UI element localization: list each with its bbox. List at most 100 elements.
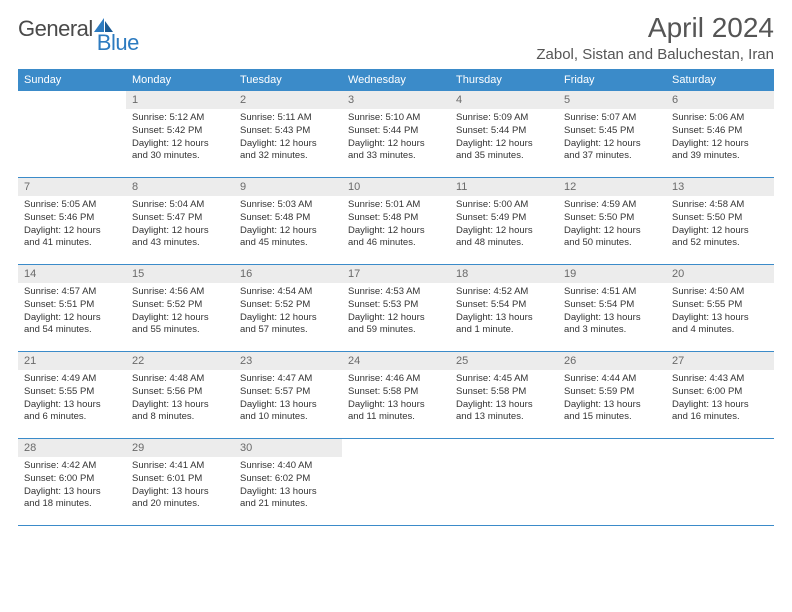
day-number: 30: [234, 439, 342, 457]
day-cell: 6Sunrise: 5:06 AMSunset: 5:46 PMDaylight…: [666, 91, 774, 177]
day-cell: 11Sunrise: 5:00 AMSunset: 5:49 PMDayligh…: [450, 178, 558, 264]
day-cell: 19Sunrise: 4:51 AMSunset: 5:54 PMDayligh…: [558, 265, 666, 351]
day-text: Sunrise: 5:00 AMSunset: 5:49 PMDaylight:…: [450, 196, 558, 254]
day-cell: 22Sunrise: 4:48 AMSunset: 5:56 PMDayligh…: [126, 352, 234, 438]
day-cell: 14Sunrise: 4:57 AMSunset: 5:51 PMDayligh…: [18, 265, 126, 351]
day-text: Sunrise: 4:40 AMSunset: 6:02 PMDaylight:…: [234, 457, 342, 515]
day-number: 4: [450, 91, 558, 109]
day-number: 5: [558, 91, 666, 109]
day-header: Sunday: [18, 69, 126, 91]
day-number: 16: [234, 265, 342, 283]
calendar: SundayMondayTuesdayWednesdayThursdayFrid…: [18, 69, 774, 526]
logo-text-1: General: [18, 16, 93, 42]
day-cell: 2Sunrise: 5:11 AMSunset: 5:43 PMDaylight…: [234, 91, 342, 177]
day-cell: 5Sunrise: 5:07 AMSunset: 5:45 PMDaylight…: [558, 91, 666, 177]
day-cell: 3Sunrise: 5:10 AMSunset: 5:44 PMDaylight…: [342, 91, 450, 177]
header: General Blue April 2024 Zabol, Sistan an…: [18, 12, 774, 63]
day-cell: 15Sunrise: 4:56 AMSunset: 5:52 PMDayligh…: [126, 265, 234, 351]
day-number: 6: [666, 91, 774, 109]
day-text: Sunrise: 4:50 AMSunset: 5:55 PMDaylight:…: [666, 283, 774, 341]
day-cell: 30Sunrise: 4:40 AMSunset: 6:02 PMDayligh…: [234, 439, 342, 525]
day-number: 3: [342, 91, 450, 109]
day-header: Friday: [558, 69, 666, 91]
day-cell: 7Sunrise: 5:05 AMSunset: 5:46 PMDaylight…: [18, 178, 126, 264]
day-cell: 17Sunrise: 4:53 AMSunset: 5:53 PMDayligh…: [342, 265, 450, 351]
day-cell: [18, 91, 126, 177]
logo-text-2: Blue: [97, 30, 139, 56]
title-block: April 2024 Zabol, Sistan and Baluchestan…: [536, 12, 774, 63]
day-number: 12: [558, 178, 666, 196]
day-cell: [666, 439, 774, 525]
day-number: 29: [126, 439, 234, 457]
day-text: Sunrise: 4:45 AMSunset: 5:58 PMDaylight:…: [450, 370, 558, 428]
day-number: 18: [450, 265, 558, 283]
day-text: Sunrise: 4:44 AMSunset: 5:59 PMDaylight:…: [558, 370, 666, 428]
day-header: Tuesday: [234, 69, 342, 91]
day-text: Sunrise: 4:59 AMSunset: 5:50 PMDaylight:…: [558, 196, 666, 254]
day-text: Sunrise: 4:43 AMSunset: 6:00 PMDaylight:…: [666, 370, 774, 428]
day-number: 7: [18, 178, 126, 196]
day-cell: 1Sunrise: 5:12 AMSunset: 5:42 PMDaylight…: [126, 91, 234, 177]
day-number: 2: [234, 91, 342, 109]
day-cell: 18Sunrise: 4:52 AMSunset: 5:54 PMDayligh…: [450, 265, 558, 351]
day-text: Sunrise: 4:58 AMSunset: 5:50 PMDaylight:…: [666, 196, 774, 254]
day-header: Thursday: [450, 69, 558, 91]
day-number: 11: [450, 178, 558, 196]
day-number: 23: [234, 352, 342, 370]
day-number: 13: [666, 178, 774, 196]
day-number: 1: [126, 91, 234, 109]
week-row: 1Sunrise: 5:12 AMSunset: 5:42 PMDaylight…: [18, 91, 774, 178]
day-cell: 8Sunrise: 5:04 AMSunset: 5:47 PMDaylight…: [126, 178, 234, 264]
day-text: Sunrise: 4:56 AMSunset: 5:52 PMDaylight:…: [126, 283, 234, 341]
day-number: 24: [342, 352, 450, 370]
day-text: Sunrise: 4:53 AMSunset: 5:53 PMDaylight:…: [342, 283, 450, 341]
day-number: 21: [18, 352, 126, 370]
day-cell: 24Sunrise: 4:46 AMSunset: 5:58 PMDayligh…: [342, 352, 450, 438]
day-number: 25: [450, 352, 558, 370]
day-cell: 26Sunrise: 4:44 AMSunset: 5:59 PMDayligh…: [558, 352, 666, 438]
day-header: Wednesday: [342, 69, 450, 91]
day-number: 22: [126, 352, 234, 370]
day-text: Sunrise: 4:47 AMSunset: 5:57 PMDaylight:…: [234, 370, 342, 428]
day-text: Sunrise: 4:57 AMSunset: 5:51 PMDaylight:…: [18, 283, 126, 341]
day-text: Sunrise: 5:04 AMSunset: 5:47 PMDaylight:…: [126, 196, 234, 254]
day-cell: 10Sunrise: 5:01 AMSunset: 5:48 PMDayligh…: [342, 178, 450, 264]
day-cell: 25Sunrise: 4:45 AMSunset: 5:58 PMDayligh…: [450, 352, 558, 438]
day-number: [450, 439, 558, 457]
day-header-row: SundayMondayTuesdayWednesdayThursdayFrid…: [18, 69, 774, 91]
day-cell: 4Sunrise: 5:09 AMSunset: 5:44 PMDaylight…: [450, 91, 558, 177]
month-title: April 2024: [536, 12, 774, 44]
day-header: Monday: [126, 69, 234, 91]
day-text: Sunrise: 5:07 AMSunset: 5:45 PMDaylight:…: [558, 109, 666, 167]
logo: General Blue: [18, 16, 139, 42]
day-text: Sunrise: 4:51 AMSunset: 5:54 PMDaylight:…: [558, 283, 666, 341]
day-cell: 16Sunrise: 4:54 AMSunset: 5:52 PMDayligh…: [234, 265, 342, 351]
day-text: Sunrise: 4:46 AMSunset: 5:58 PMDaylight:…: [342, 370, 450, 428]
day-number: 14: [18, 265, 126, 283]
day-text: Sunrise: 5:05 AMSunset: 5:46 PMDaylight:…: [18, 196, 126, 254]
day-number: 15: [126, 265, 234, 283]
day-number: 10: [342, 178, 450, 196]
day-text: Sunrise: 5:11 AMSunset: 5:43 PMDaylight:…: [234, 109, 342, 167]
day-cell: 23Sunrise: 4:47 AMSunset: 5:57 PMDayligh…: [234, 352, 342, 438]
day-text: Sunrise: 5:10 AMSunset: 5:44 PMDaylight:…: [342, 109, 450, 167]
day-text: Sunrise: 4:54 AMSunset: 5:52 PMDaylight:…: [234, 283, 342, 341]
day-cell: 20Sunrise: 4:50 AMSunset: 5:55 PMDayligh…: [666, 265, 774, 351]
day-cell: 12Sunrise: 4:59 AMSunset: 5:50 PMDayligh…: [558, 178, 666, 264]
day-number: 9: [234, 178, 342, 196]
day-number: [666, 439, 774, 457]
day-cell: [450, 439, 558, 525]
day-text: Sunrise: 4:41 AMSunset: 6:01 PMDaylight:…: [126, 457, 234, 515]
location: Zabol, Sistan and Baluchestan, Iran: [536, 46, 774, 63]
day-cell: [558, 439, 666, 525]
day-number: [558, 439, 666, 457]
day-text: Sunrise: 5:03 AMSunset: 5:48 PMDaylight:…: [234, 196, 342, 254]
day-number: 27: [666, 352, 774, 370]
day-number: [18, 91, 126, 109]
day-text: Sunrise: 4:52 AMSunset: 5:54 PMDaylight:…: [450, 283, 558, 341]
day-cell: 21Sunrise: 4:49 AMSunset: 5:55 PMDayligh…: [18, 352, 126, 438]
day-cell: 13Sunrise: 4:58 AMSunset: 5:50 PMDayligh…: [666, 178, 774, 264]
day-header: Saturday: [666, 69, 774, 91]
day-number: 8: [126, 178, 234, 196]
day-number: 26: [558, 352, 666, 370]
